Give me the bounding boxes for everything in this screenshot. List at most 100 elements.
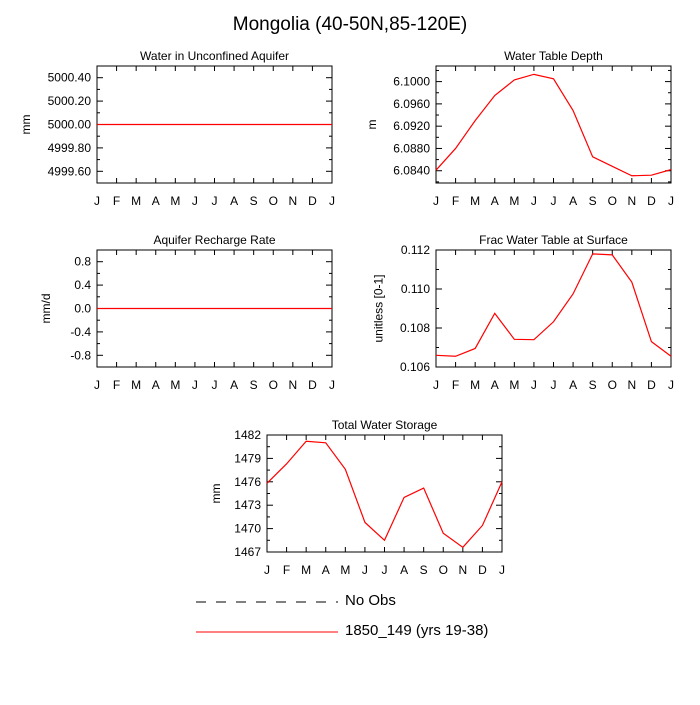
panel5-xtick-label: S bbox=[420, 563, 428, 577]
panel4-series-line bbox=[435, 253, 672, 357]
panel4-xtick-label: F bbox=[452, 378, 459, 392]
panel2-ylabel: m bbox=[365, 120, 379, 130]
panel2-xtick-label: J bbox=[433, 194, 439, 208]
panel2-xtick-label: J bbox=[531, 194, 537, 208]
panel5-ytick-label: 1479 bbox=[234, 451, 261, 465]
panel3-xtick-label: M bbox=[170, 378, 180, 392]
panel2-ytick-label: 6.0840 bbox=[393, 164, 430, 178]
panel4-ytick-label: 0.108 bbox=[400, 321, 430, 335]
panel1-xtick-label: J bbox=[94, 194, 100, 208]
panel5-xtick-label: D bbox=[478, 563, 487, 577]
panel2-xtick-label: N bbox=[627, 194, 636, 208]
panel1-xtick-label: A bbox=[152, 194, 160, 208]
panel5-ylabel: mm bbox=[209, 484, 223, 504]
panel4-xtick-label: S bbox=[589, 378, 597, 392]
panel1-title: Water in Unconfined Aquifer bbox=[140, 49, 289, 63]
panel5-ytick-label: 1470 bbox=[234, 522, 261, 536]
panel2-ytick-label: 6.0960 bbox=[393, 97, 430, 111]
panel5-title: Total Water Storage bbox=[332, 418, 438, 432]
panel3-ytick-label: 0.0 bbox=[74, 302, 91, 316]
panel2-xtick-label: O bbox=[608, 194, 617, 208]
panel1-xtick-label: S bbox=[250, 194, 258, 208]
panel4-xtick-label: D bbox=[647, 378, 656, 392]
panel3-xtick-label: J bbox=[212, 378, 218, 392]
panel2-ytick-label: 6.0920 bbox=[393, 119, 430, 133]
panel4-ytick-label: 0.110 bbox=[401, 282, 430, 296]
panel1-xtick-label: O bbox=[269, 194, 278, 208]
panel5-ytick-label: 1473 bbox=[234, 498, 261, 512]
panel3-xtick-label: A bbox=[152, 378, 160, 392]
panel2-xtick-label: A bbox=[569, 194, 577, 208]
panel2-xtick-label: S bbox=[589, 194, 597, 208]
panel2-ytick-label: 6.0880 bbox=[393, 141, 430, 155]
panel5-ytick-label: 1476 bbox=[234, 475, 261, 489]
panel5-xtick-label: O bbox=[439, 563, 448, 577]
panel3-ytick-label: 0.4 bbox=[74, 278, 91, 292]
panel4-xtick-label: M bbox=[470, 378, 480, 392]
panel1-xtick-label: D bbox=[308, 194, 317, 208]
panel5-xtick-label: J bbox=[264, 563, 270, 577]
panel4-xtick-label: J bbox=[551, 378, 557, 392]
panel5-xtick-label: F bbox=[283, 563, 290, 577]
legend-obs-label: No Obs bbox=[345, 592, 396, 609]
panel2-xtick-label: J bbox=[551, 194, 557, 208]
panel4-xtick-label: J bbox=[433, 378, 439, 392]
panel3-xtick-label: D bbox=[308, 378, 317, 392]
panel2-xtick-label: J bbox=[668, 194, 674, 208]
panel5-ytick-label: 1482 bbox=[234, 428, 261, 442]
panel1-xtick-label: J bbox=[212, 194, 218, 208]
panel1-ytick-label: 4999.80 bbox=[48, 141, 92, 155]
panel3-ytick-label: -0.8 bbox=[70, 348, 91, 362]
panel3-xtick-label: A bbox=[230, 378, 238, 392]
panel5-xtick-label: J bbox=[362, 563, 368, 577]
panel2-title: Water Table Depth bbox=[504, 49, 603, 63]
panel1-xtick-label: F bbox=[113, 194, 120, 208]
panel2-xtick-label: A bbox=[491, 194, 499, 208]
panel2-xtick-label: M bbox=[509, 194, 519, 208]
panel2-xtick-label: M bbox=[470, 194, 480, 208]
panel5-xtick-label: M bbox=[340, 563, 350, 577]
panel3-ylabel: mm/d bbox=[39, 294, 53, 324]
panel4-title: Frac Water Table at Surface bbox=[479, 233, 628, 247]
panel1-ylabel: mm bbox=[19, 115, 33, 135]
panel5-xtick-label: J bbox=[382, 563, 388, 577]
panel5-xtick-label: A bbox=[322, 563, 330, 577]
panel4-ytick-label: 0.106 bbox=[400, 360, 430, 374]
panel2-xtick-label: D bbox=[647, 194, 656, 208]
panel1-xtick-label: A bbox=[230, 194, 238, 208]
panel4-xtick-label: J bbox=[668, 378, 674, 392]
panel5-xtick-label: J bbox=[499, 563, 505, 577]
panel1-xtick-label: M bbox=[131, 194, 141, 208]
panel1-ytick-label: 5000.20 bbox=[48, 94, 92, 108]
panel3-title: Aquifer Recharge Rate bbox=[153, 233, 275, 247]
panel1-xtick-label: N bbox=[288, 194, 297, 208]
panel2-ytick-label: 6.1000 bbox=[393, 75, 430, 89]
panel3-xtick-label: F bbox=[113, 378, 120, 392]
panel1-xtick-label: J bbox=[329, 194, 335, 208]
panel3-xtick-label: J bbox=[192, 378, 198, 392]
panel3-xtick-label: J bbox=[329, 378, 335, 392]
panel1-ytick-label: 5000.00 bbox=[48, 118, 92, 132]
panel1-ytick-label: 5000.40 bbox=[48, 71, 92, 85]
panel3-xtick-label: O bbox=[269, 378, 278, 392]
panel3-ytick-label: -0.4 bbox=[70, 325, 91, 339]
panel2-xtick-label: F bbox=[452, 194, 459, 208]
panel4-ylabel: unitless [0-1] bbox=[372, 274, 386, 342]
panel3-xtick-label: S bbox=[250, 378, 258, 392]
panel5-xtick-label: M bbox=[301, 563, 311, 577]
panel3-xtick-label: J bbox=[94, 378, 100, 392]
panel4-xtick-label: M bbox=[509, 378, 519, 392]
panel4-xtick-label: O bbox=[608, 378, 617, 392]
panel3-xtick-label: N bbox=[288, 378, 297, 392]
panel4-xtick-label: A bbox=[491, 378, 499, 392]
panel3-xtick-label: M bbox=[131, 378, 141, 392]
panel5-ytick-label: 1467 bbox=[234, 545, 261, 559]
